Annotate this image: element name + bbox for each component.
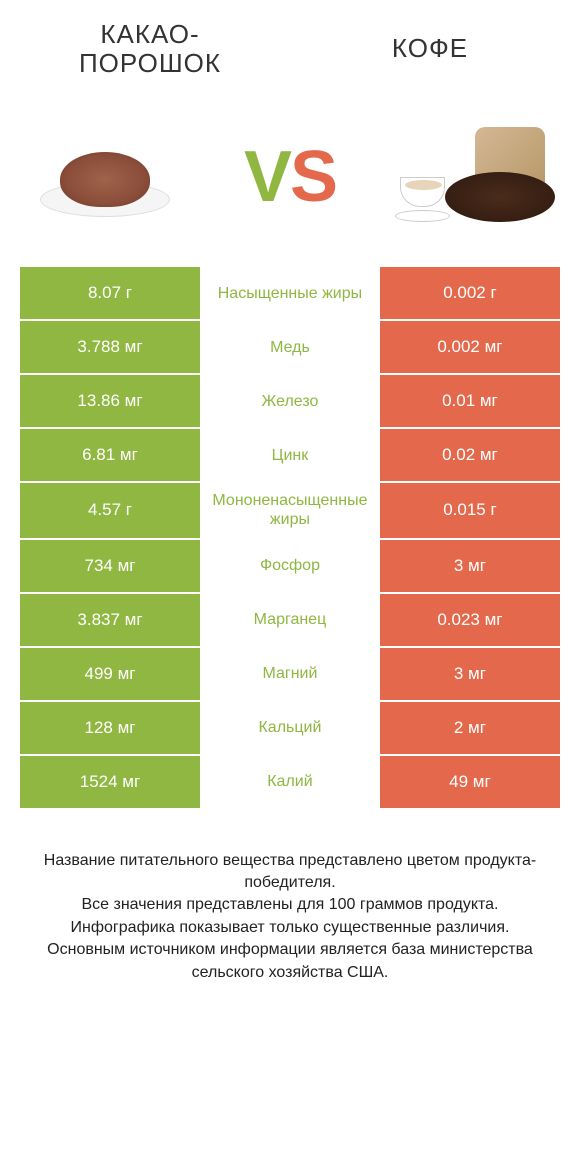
nutrient-label: Магний [200,648,380,700]
footer-line: Все значения представлены для 100 граммо… [30,894,550,916]
product-right-title: КОФЕ [330,34,530,63]
table-row: 3.837 мгМарганец0.023 мг [20,594,560,646]
value-left: 8.07 г [20,267,200,319]
value-right: 0.02 мг [380,429,560,481]
nutrient-label: Цинк [200,429,380,481]
vs-v-letter: V [244,137,290,217]
value-left: 3.837 мг [20,594,200,646]
vs-s-letter: S [290,137,336,217]
product-left-title: КАКАО-ПОРОШОК [50,20,250,77]
comparison-table: 8.07 гНасыщенные жиры0.002 г3.788 мгМедь… [20,267,560,807]
table-row: 499 мгМагний3 мг [20,648,560,700]
value-right: 3 мг [380,540,560,592]
table-row: 13.86 мгЖелезо0.01 мг [20,375,560,427]
footer-line: Инфографика показывает только существенн… [30,917,550,939]
nutrient-label: Мононенасыщенные жиры [200,483,380,537]
header: КАКАО-ПОРОШОК КОФЕ [20,10,560,97]
value-right: 0.002 мг [380,321,560,373]
value-left: 13.86 мг [20,375,200,427]
value-left: 499 мг [20,648,200,700]
coffee-image [390,117,560,237]
value-right: 3 мг [380,648,560,700]
nutrient-label: Фосфор [200,540,380,592]
table-row: 4.57 гМононенасыщенные жиры0.015 г [20,483,560,537]
value-right: 0.002 г [380,267,560,319]
nutrient-label: Калий [200,756,380,808]
nutrient-label: Железо [200,375,380,427]
value-right: 49 мг [380,756,560,808]
value-right: 0.023 мг [380,594,560,646]
nutrient-label: Марганец [200,594,380,646]
table-row: 1524 мгКалий49 мг [20,756,560,808]
value-left: 4.57 г [20,483,200,537]
nutrient-label: Медь [200,321,380,373]
cocoa-image [20,117,190,237]
value-left: 3.788 мг [20,321,200,373]
value-right: 0.015 г [380,483,560,537]
table-row: 8.07 гНасыщенные жиры0.002 г [20,267,560,319]
footer-line: Название питательного вещества представл… [30,850,550,895]
footer-notes: Название питательного вещества представл… [20,810,560,994]
value-left: 1524 мг [20,756,200,808]
footer-line: Основным источником информации является … [30,939,550,984]
nutrient-label: Кальций [200,702,380,754]
value-right: 2 мг [380,702,560,754]
value-right: 0.01 мг [380,375,560,427]
table-row: 3.788 мгМедь0.002 мг [20,321,560,373]
vs-row: VS [20,97,560,267]
value-left: 6.81 мг [20,429,200,481]
table-row: 6.81 мгЦинк0.02 мг [20,429,560,481]
vs-label: VS [244,136,336,218]
infographic-container: КАКАО-ПОРОШОК КОФЕ VS 8.07 гНасыщенные ж… [0,0,580,1174]
nutrient-label: Насыщенные жиры [200,267,380,319]
value-left: 734 мг [20,540,200,592]
table-row: 128 мгКальций2 мг [20,702,560,754]
table-row: 734 мгФосфор3 мг [20,540,560,592]
value-left: 128 мг [20,702,200,754]
